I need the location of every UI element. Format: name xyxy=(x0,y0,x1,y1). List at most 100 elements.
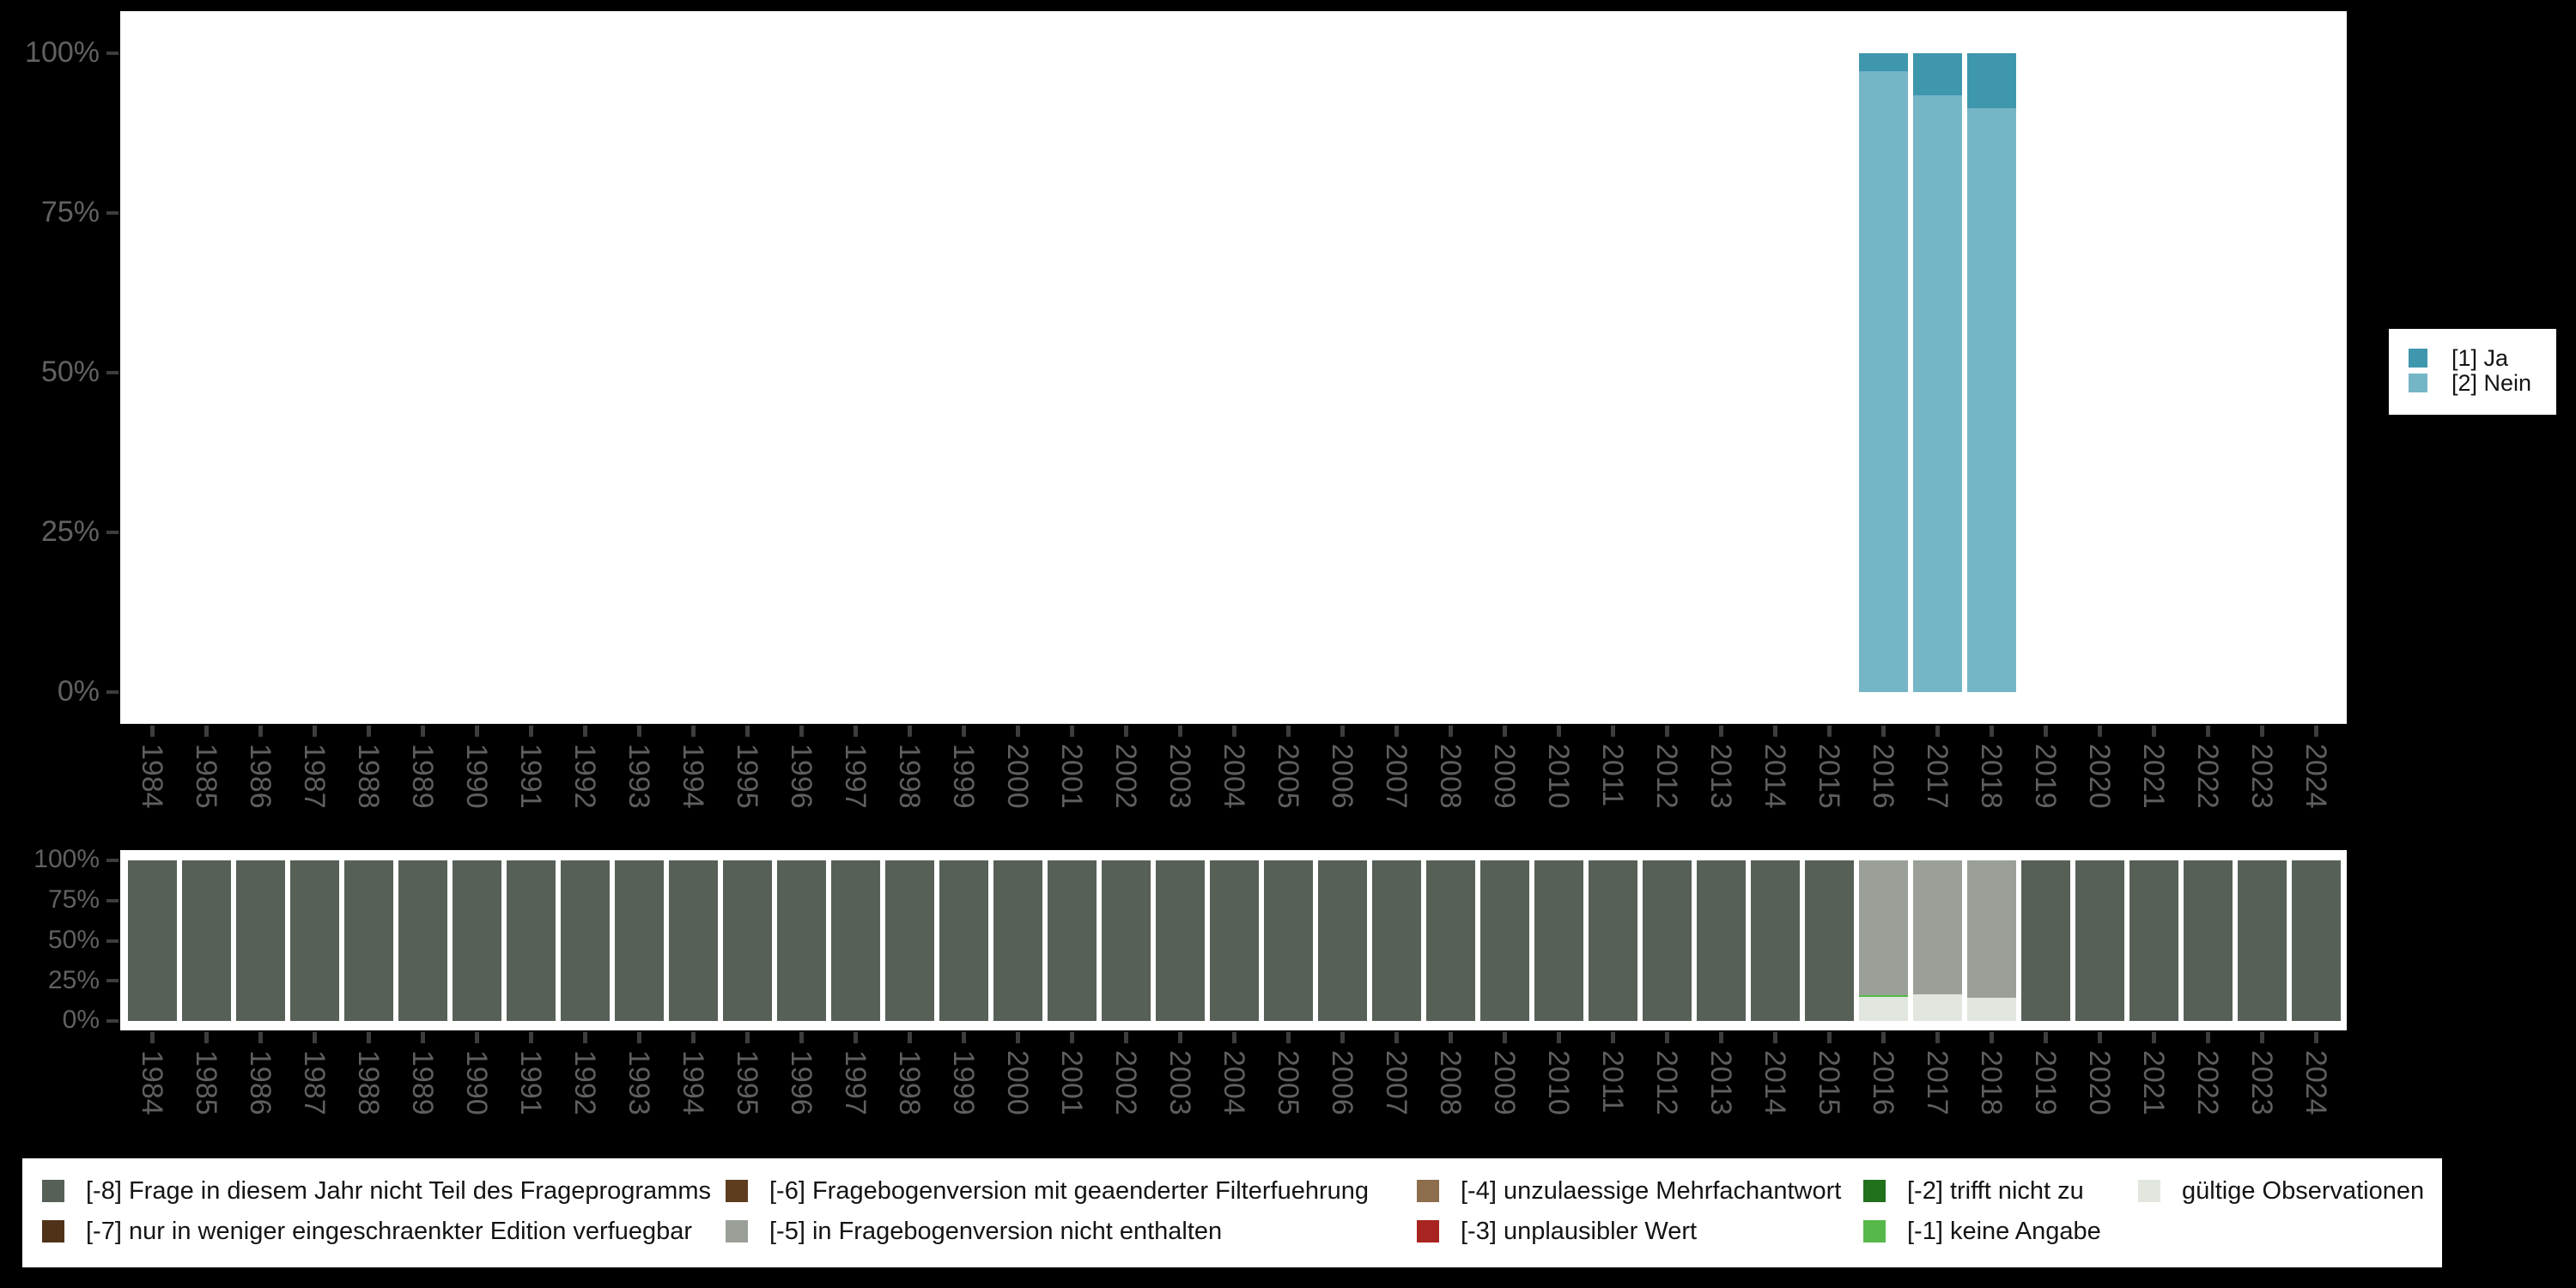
missing-x-tick xyxy=(1232,1032,1236,1043)
missing-legend-swatch-valid xyxy=(2138,1180,2160,1202)
missing-x-tick xyxy=(1178,1032,1182,1043)
missing-year-label: 1995 xyxy=(731,1050,763,1115)
missing-year-label: 1986 xyxy=(244,1050,276,1115)
missing-year-label: 1999 xyxy=(947,1050,980,1115)
missing-legend-label--8: [-8] Frage in diesem Jahr nicht Teil des… xyxy=(86,1176,711,1205)
missing-y-tick xyxy=(106,1019,118,1023)
missing-x-tick xyxy=(421,1032,425,1043)
missing-year-label: 1985 xyxy=(190,1050,222,1115)
observed-y-tick-label: 25% xyxy=(40,514,100,548)
missing-bar-2007 xyxy=(1371,860,1421,1021)
missing-year-label: 2014 xyxy=(1759,1050,1791,1115)
missing-year-label: 2017 xyxy=(1921,1050,1953,1115)
missing-x-tick xyxy=(529,1032,533,1043)
observed-values-plot-area xyxy=(120,11,2347,724)
observed-x-tick xyxy=(1935,726,1940,737)
missing-year-label: 2022 xyxy=(2191,1050,2224,1115)
missing-x-tick xyxy=(313,1032,317,1043)
missing-year-label: 2000 xyxy=(1001,1050,1034,1115)
observed-year-label: 1998 xyxy=(893,744,926,809)
missing-y-tick xyxy=(106,859,118,862)
missing-legend-item-valid: gültige Observationen xyxy=(2138,1177,2424,1205)
observed-year-label: 1986 xyxy=(244,744,276,809)
missing-legend-label--7: [-7] nur in weniger eingeschraenkter Edi… xyxy=(86,1217,693,1245)
missing-segment--8 xyxy=(398,860,447,1021)
missing-segment--8 xyxy=(2183,860,2233,1021)
legend-item-nein: [2] Nein xyxy=(2409,370,2556,396)
missing-bar-1993 xyxy=(614,860,664,1021)
missing-legend-item--2: [-2] trifft nicht zu xyxy=(1863,1177,2084,1205)
observed-year-label: 2024 xyxy=(2300,744,2332,809)
observed-year-label: 2001 xyxy=(1055,744,1088,809)
observed-year-label: 2018 xyxy=(1975,744,2008,809)
observed-x-tick-label: 2024 xyxy=(2300,744,2397,809)
missing-bar-1989 xyxy=(398,860,447,1021)
observed-year-label: 2007 xyxy=(1380,744,1413,809)
missing-year-label: 2010 xyxy=(1542,1050,1575,1115)
missing-bar-2011 xyxy=(1588,860,1637,1021)
observed-x-tick xyxy=(1990,726,1994,737)
observed-x-tick xyxy=(1449,726,1453,737)
missing-year-label: 2023 xyxy=(2245,1050,2278,1115)
missing-segment--8 xyxy=(2020,860,2070,1021)
missing-bar-2020 xyxy=(2075,860,2124,1021)
missing-segment--8 xyxy=(2237,860,2287,1021)
observed-year-label: 1995 xyxy=(731,744,763,809)
observed-year-label: 1999 xyxy=(947,744,980,809)
observed-x-tick xyxy=(2044,726,2048,737)
observed-year-label: 1997 xyxy=(839,744,872,809)
missing-bar-1986 xyxy=(235,860,285,1021)
observed-x-tick xyxy=(2098,726,2102,737)
missing-bar-1991 xyxy=(506,860,556,1021)
missing-x-tick xyxy=(691,1032,696,1043)
observed-x-tick xyxy=(475,726,479,737)
observed-year-label: 1989 xyxy=(406,744,439,809)
observed-bar-2018 xyxy=(1966,53,2016,692)
observed-x-tick xyxy=(2152,726,2156,737)
missing-x-tick xyxy=(1990,1032,1994,1043)
observed-year-label: 2000 xyxy=(1001,744,1034,809)
observed-y-tick xyxy=(106,690,118,694)
missing-year-label: 2016 xyxy=(1867,1050,1899,1115)
missing-x-tick xyxy=(1016,1032,1020,1043)
observed-year-label: 2020 xyxy=(2083,744,2116,809)
observed-x-tick xyxy=(150,726,155,737)
missing-y-tick-label: 75% xyxy=(47,885,100,914)
missing-values-plot-area xyxy=(120,850,2347,1030)
missing-bar-1988 xyxy=(343,860,393,1021)
missing-segment--1 xyxy=(1858,995,1908,997)
missing-segment--8 xyxy=(1642,860,1692,1021)
missing-x-tick xyxy=(908,1032,912,1043)
observed-year-label: 2021 xyxy=(2137,744,2170,809)
missing-year-label: 2020 xyxy=(2083,1050,2116,1115)
missing-year-label: 1991 xyxy=(514,1050,547,1115)
missing-year-label: 2011 xyxy=(1596,1050,1629,1114)
missing-year-label: 1992 xyxy=(568,1050,601,1115)
observed-year-label: 2004 xyxy=(1218,744,1250,809)
missing-x-tick xyxy=(1070,1032,1074,1043)
observed-year-label: 2009 xyxy=(1488,744,1521,809)
missing-bar-2014 xyxy=(1750,860,1800,1021)
observed-year-label: 1996 xyxy=(785,744,817,809)
observed-year-label: 1991 xyxy=(514,744,547,809)
missing-x-tick xyxy=(2314,1032,2318,1043)
missing-segment--8 xyxy=(1534,860,1583,1021)
missing-x-tick xyxy=(854,1032,858,1043)
missing-bar-2019 xyxy=(2020,860,2070,1021)
missing-year-label: 1988 xyxy=(352,1050,385,1115)
missing-y-tick-label: 100% xyxy=(33,845,100,874)
missing-legend-swatch--5 xyxy=(726,1220,748,1242)
missing-segment--8 xyxy=(2129,860,2178,1021)
observed-year-label: 1990 xyxy=(460,744,493,809)
missing-x-tick xyxy=(1340,1032,1345,1043)
missing-x-tick xyxy=(1935,1032,1940,1043)
observed-year-label: 2016 xyxy=(1867,744,1899,809)
missing-segment--8 xyxy=(2291,860,2341,1021)
legend-item-ja: [1] Ja xyxy=(2409,345,2556,371)
missing-bar-2021 xyxy=(2129,860,2178,1021)
observed-y-tick xyxy=(106,531,118,534)
missing-year-label: 1998 xyxy=(893,1050,926,1115)
missing-bar-2015 xyxy=(1804,860,1854,1021)
missing-x-tick xyxy=(258,1032,263,1043)
